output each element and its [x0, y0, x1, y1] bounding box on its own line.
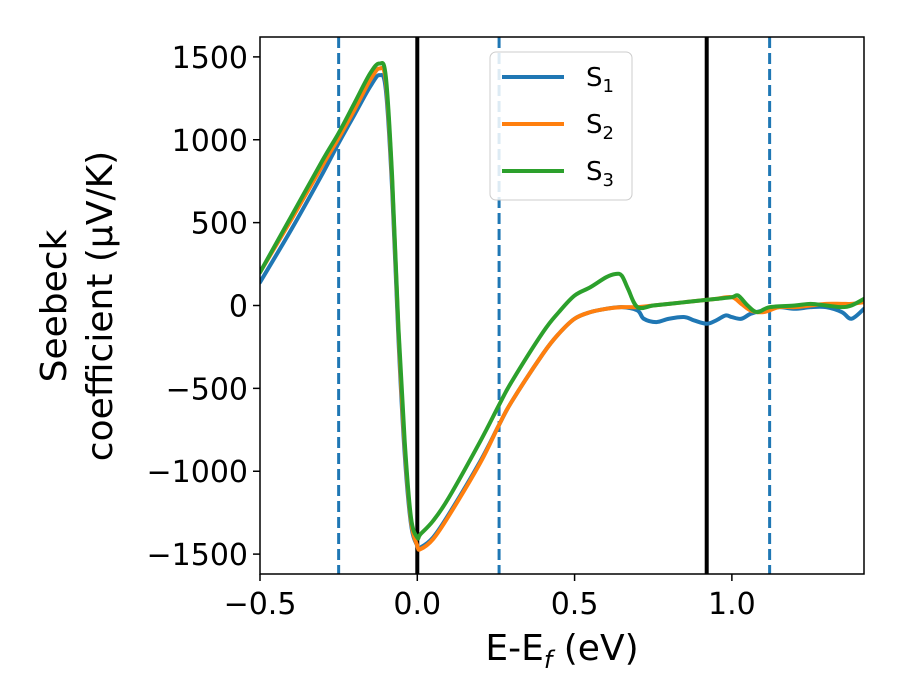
legend-label-s1: S1: [586, 63, 614, 97]
x-axis-title: E-Ef (eV): [485, 628, 638, 674]
y-tick-label: 1000: [172, 124, 248, 159]
y-tick-label: −1500: [147, 538, 248, 573]
y-axis-title-line2: coefficient (μV/K): [80, 151, 121, 461]
y-tick-label: −1000: [147, 455, 248, 490]
legend-label-s3: S3: [586, 157, 614, 191]
x-tick-label: −0.5: [224, 587, 297, 622]
y-tick-label: 0: [229, 290, 248, 325]
series-line-s3: [260, 61, 864, 541]
x-tick-label: 0.5: [551, 587, 599, 622]
y-axis-ticks: 1500 1000 500 0 −500 −1000 −1500: [147, 41, 260, 573]
y-tick-label: 1500: [172, 41, 248, 76]
x-tick-label: 0.0: [393, 587, 441, 622]
y-tick-label: −500: [166, 372, 248, 407]
y-axis-title-line1: Seebeck: [34, 229, 75, 382]
legend: S1 S2 S3: [489, 51, 633, 201]
series-lines: [260, 61, 864, 552]
x-axis-ticks: −0.5 0.0 0.5 1.0: [224, 574, 756, 622]
legend-label-s2: S2: [586, 110, 614, 144]
y-tick-label: 500: [191, 207, 248, 242]
x-tick-label: 1.0: [708, 587, 756, 622]
